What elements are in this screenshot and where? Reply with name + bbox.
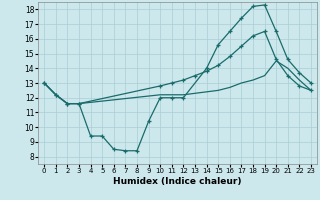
- X-axis label: Humidex (Indice chaleur): Humidex (Indice chaleur): [113, 177, 242, 186]
